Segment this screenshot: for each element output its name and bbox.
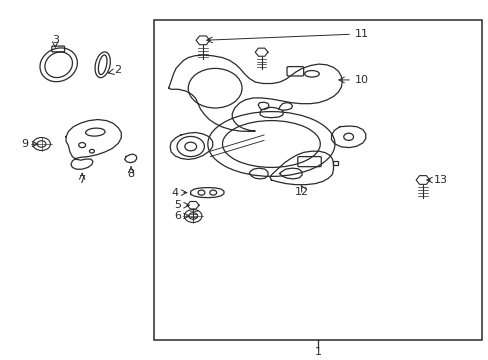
Text: 2: 2 [114,65,121,75]
Text: 3: 3 [52,35,59,45]
Bar [154,20,481,340]
Text: 6: 6 [174,211,181,221]
Text: 1: 1 [314,347,321,357]
Text: 11: 11 [354,29,368,39]
Text: 7: 7 [79,175,85,185]
Text: 12: 12 [295,186,308,197]
Text: 4: 4 [171,188,178,198]
Text: 10: 10 [354,75,368,85]
Text: 9: 9 [21,139,28,149]
Text: 5: 5 [174,200,181,210]
Text: 13: 13 [433,175,447,185]
Text: 8: 8 [127,168,134,179]
